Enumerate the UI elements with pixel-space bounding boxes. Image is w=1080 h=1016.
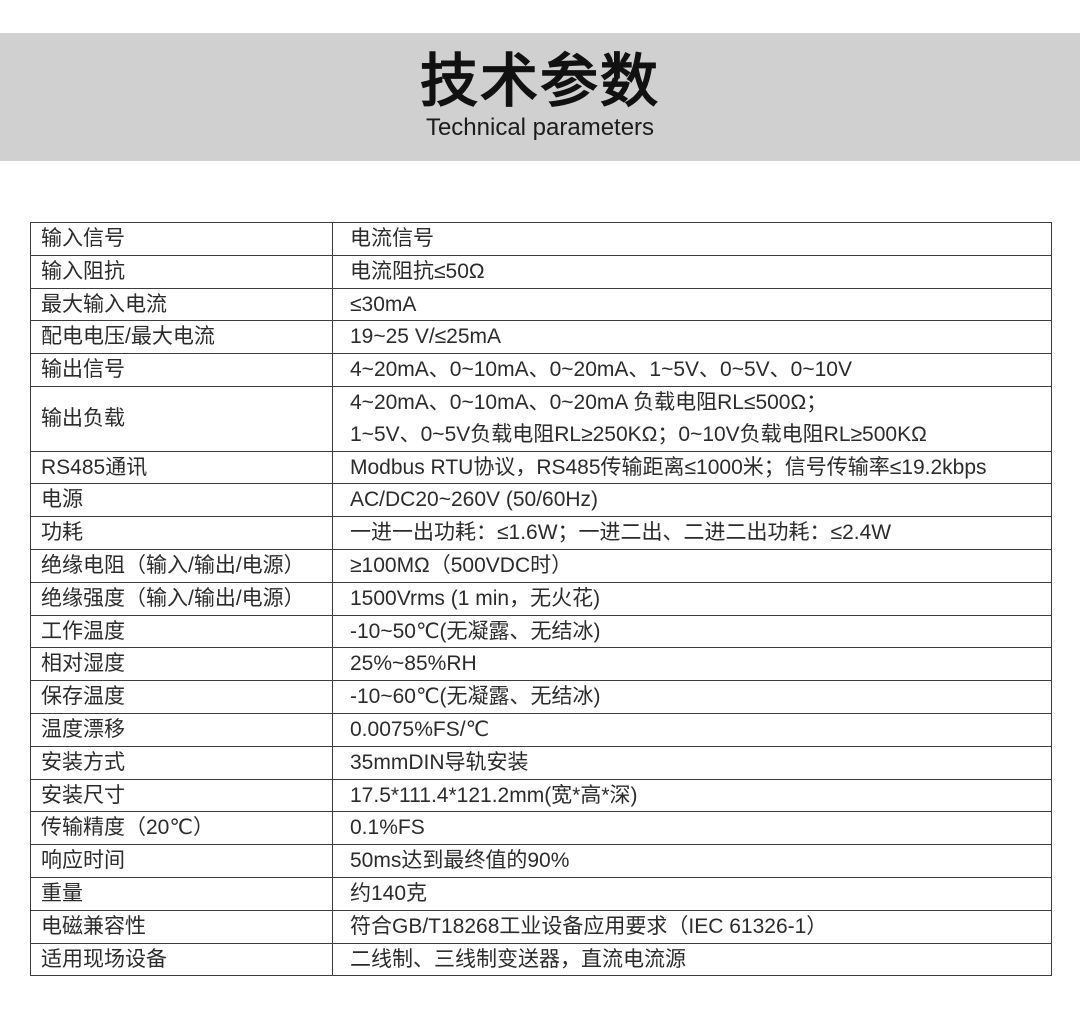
param-label: 适用现场设备 — [30, 942, 333, 977]
param-label: 绝缘强度（输入/输出/电源） — [30, 581, 333, 616]
param-label: 功耗 — [30, 516, 333, 550]
param-label: 温度漂移 — [30, 712, 333, 747]
param-label: 工作温度 — [30, 614, 333, 649]
param-value: 50ms达到最终值的90% — [332, 844, 1052, 878]
param-label: 配电电压/最大电流 — [30, 320, 333, 355]
page-title: 技术参数 — [419, 48, 660, 114]
param-label: 安装尺寸 — [30, 778, 333, 813]
param-value: ≤30mA — [332, 287, 1052, 322]
table-row: 传输精度（20℃） 0.1%FS — [30, 811, 1052, 846]
table-row: 适用现场设备 二线制、三线制变送器，直流电流源 — [30, 942, 1052, 977]
param-value: Modbus RTU协议，RS485传输距离≤1000米；信号传输率≤19.2k… — [332, 450, 1052, 485]
page-subtitle: Technical parameters — [425, 114, 655, 142]
table-row: 输出负载 4~20mA、0~10mA、0~20mA 负载电阻RL≤500Ω； 1~5… — [30, 385, 1052, 452]
param-label: 响应时间 — [30, 844, 333, 878]
param-label: 保存温度 — [30, 680, 333, 714]
table-row: RS485通讯 Modbus RTU协议，RS485传输距离≤1000米；信号传输… — [30, 450, 1052, 485]
param-label: RS485通讯 — [30, 450, 333, 485]
table-row: 输入阻抗 电流阻抗≤50Ω — [30, 254, 1052, 289]
param-label: 重量 — [30, 876, 333, 911]
param-value: ≥100MΩ（500VDC时） — [332, 548, 1052, 583]
param-value: 35mmDIN导轨安装 — [332, 745, 1052, 780]
table-row: 温度漂移 0.0075%FS/℃ — [30, 712, 1052, 747]
table-row: 响应时间 50ms达到最终值的90% — [30, 844, 1052, 878]
param-label: 输入阻抗 — [30, 254, 333, 289]
table-row: 电磁兼容性 符合GB/T18268工业设备应用要求（IEC 61326-1） — [30, 909, 1052, 944]
param-value: 25%~85%RH — [332, 647, 1052, 682]
param-value: -10~60℃(无凝露、无结冰) — [332, 680, 1052, 714]
table-row: 绝缘强度（输入/输出/电源） 1500Vrms (1 min，无火花) — [30, 581, 1052, 616]
param-label: 输出负载 — [30, 385, 333, 452]
param-value: -10~50℃(无凝露、无结冰) — [332, 614, 1052, 649]
param-value: AC/DC20~260V (50/60Hz) — [332, 483, 1052, 518]
param-value: 符合GB/T18268工业设备应用要求（IEC 61326-1） — [332, 909, 1052, 944]
table-row: 配电电压/最大电流 19~25 V/≤25mA — [30, 320, 1052, 355]
param-value: 一进一出功耗：≤1.6W；一进二出、二进二出功耗：≤2.4W — [332, 516, 1052, 550]
param-value: 4~20mA、0~10mA、0~20mA 负载电阻RL≤500Ω； 1~5V、0~… — [332, 385, 1052, 452]
section-header-band: 技术参数 Technical parameters — [0, 33, 1080, 161]
table-row: 功耗 一进一出功耗：≤1.6W；一进二出、二进二出功耗：≤2.4W — [30, 516, 1052, 550]
table-row: 安装方式 35mmDIN导轨安装 — [30, 745, 1052, 780]
param-label: 电磁兼容性 — [30, 909, 333, 944]
param-value: 电流阻抗≤50Ω — [332, 254, 1052, 289]
param-label: 相对湿度 — [30, 647, 333, 682]
param-label: 输入信号 — [30, 222, 333, 256]
param-label: 最大输入电流 — [30, 287, 333, 322]
table-row: 相对湿度 25%~85%RH — [30, 647, 1052, 682]
param-value: 0.1%FS — [332, 811, 1052, 846]
technical-parameters-table: 输入信号 电流信号 输入阻抗 电流阻抗≤50Ω 最大输入电流 ≤30mA 配电电压/最大电流… — [30, 222, 1052, 977]
param-label: 传输精度（20℃） — [30, 811, 333, 846]
param-label: 电源 — [30, 483, 333, 518]
table-row: 最大输入电流 ≤30mA — [30, 287, 1052, 322]
param-value: 0.0075%FS/℃ — [332, 712, 1052, 747]
param-value: 4~20mA、0~10mA、0~20mA、1~5V、0~5V、0~10V — [332, 353, 1052, 387]
param-value: 1500Vrms (1 min，无火花) — [332, 581, 1052, 616]
table-row: 保存温度 -10~60℃(无凝露、无结冰) — [30, 680, 1052, 714]
param-value: 17.5*111.4*121.2mm(宽*高*深) — [332, 778, 1052, 813]
table-row: 输出信号 4~20mA、0~10mA、0~20mA、1~5V、0~5V、0~10V — [30, 353, 1052, 387]
table-row: 电源 AC/DC20~260V (50/60Hz) — [30, 483, 1052, 518]
param-value: 约140克 — [332, 876, 1052, 911]
table-row: 重量 约140克 — [30, 876, 1052, 911]
param-label: 输出信号 — [30, 353, 333, 387]
table-row: 绝缘电阻（输入/输出/电源） ≥100MΩ（500VDC时） — [30, 548, 1052, 583]
param-value: 二线制、三线制变送器，直流电流源 — [332, 942, 1052, 977]
param-value: 19~25 V/≤25mA — [332, 320, 1052, 355]
table-row: 输入信号 电流信号 — [30, 222, 1052, 256]
param-label: 安装方式 — [30, 745, 333, 780]
table-row: 安装尺寸 17.5*111.4*121.2mm(宽*高*深) — [30, 778, 1052, 813]
table-row: 工作温度 -10~50℃(无凝露、无结冰) — [30, 614, 1052, 649]
param-label: 绝缘电阻（输入/输出/电源） — [30, 548, 333, 583]
param-value: 电流信号 — [332, 222, 1052, 256]
